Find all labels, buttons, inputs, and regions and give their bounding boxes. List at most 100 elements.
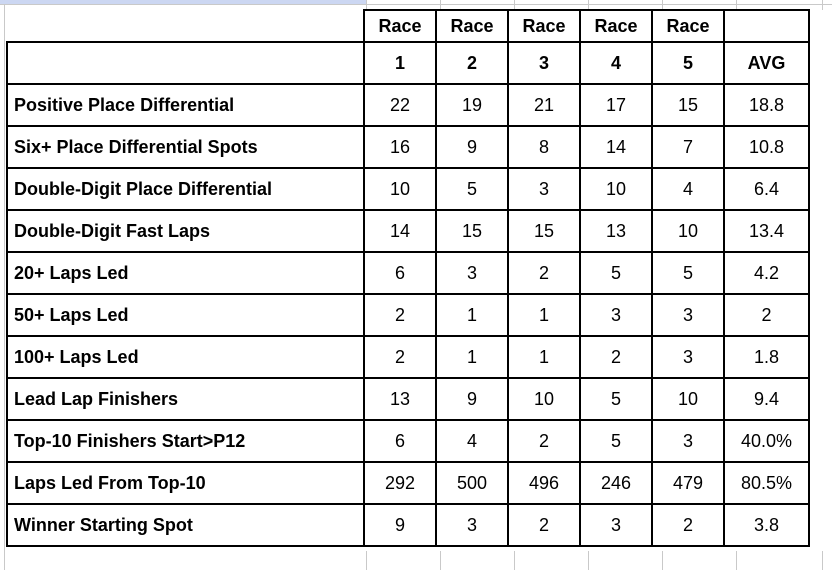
cell-race-4[interactable]: 5 [579, 419, 653, 463]
header-cell-number-4[interactable]: 4 [579, 41, 653, 85]
cell-race-2[interactable]: 9 [435, 125, 509, 169]
header-cell-race-4[interactable]: Race [579, 9, 653, 43]
cell-race-2[interactable]: 15 [435, 209, 509, 253]
cell-avg[interactable]: 13.4 [723, 209, 810, 253]
header-cell-race-5[interactable]: Race [651, 9, 725, 43]
cell-race-5[interactable]: 10 [651, 209, 725, 253]
cell-race-4[interactable]: 3 [579, 503, 653, 547]
header-cell-race-2[interactable]: Race [435, 9, 509, 43]
gridline-stub [822, 0, 823, 10]
cell-race-4[interactable]: 13 [579, 209, 653, 253]
cell-race-1[interactable]: 292 [363, 461, 437, 505]
cell-race-1[interactable]: 2 [363, 293, 437, 337]
cell-race-5[interactable]: 3 [651, 293, 725, 337]
header-cell-race-1[interactable]: Race [363, 9, 437, 43]
gridline-stub [514, 0, 515, 10]
cell-race-3[interactable]: 1 [507, 293, 581, 337]
cell-race-2[interactable]: 5 [435, 167, 509, 211]
cell-avg[interactable]: 80.5% [723, 461, 810, 505]
cell-race-5[interactable]: 10 [651, 377, 725, 421]
table-row: Positive Place Differential 22 19 21 17 … [6, 83, 810, 127]
gridline-stub [736, 0, 737, 10]
cell-avg[interactable]: 2 [723, 293, 810, 337]
cell-race-5[interactable]: 15 [651, 83, 725, 127]
cell-race-2[interactable]: 500 [435, 461, 509, 505]
cell-race-1[interactable]: 14 [363, 209, 437, 253]
row-label[interactable]: Laps Led From Top-10 [6, 461, 365, 505]
cell-avg[interactable]: 4.2 [723, 251, 810, 295]
cell-avg[interactable]: 9.4 [723, 377, 810, 421]
row-label[interactable]: Top-10 Finishers Start>P12 [6, 419, 365, 463]
cell-empty-above-avg[interactable] [723, 9, 810, 43]
cell-race-3[interactable]: 3 [507, 167, 581, 211]
cell-avg[interactable]: 18.8 [723, 83, 810, 127]
header-cell-number-3[interactable]: 3 [507, 41, 581, 85]
cell-race-4[interactable]: 17 [579, 83, 653, 127]
row-label[interactable]: 100+ Laps Led [6, 335, 365, 379]
cell-race-2[interactable]: 1 [435, 335, 509, 379]
row-label[interactable]: Double-Digit Fast Laps [6, 209, 365, 253]
cell-race-2[interactable]: 19 [435, 83, 509, 127]
header-cell-avg[interactable]: AVG [723, 41, 810, 85]
row-label[interactable]: 20+ Laps Led [6, 251, 365, 295]
header-cell-number-2[interactable]: 2 [435, 41, 509, 85]
cell-race-1[interactable]: 6 [363, 419, 437, 463]
header-cell-number-1[interactable]: 1 [363, 41, 437, 85]
cell-race-5[interactable]: 4 [651, 167, 725, 211]
cell-race-1[interactable]: 6 [363, 251, 437, 295]
cell-race-3[interactable]: 1 [507, 335, 581, 379]
cell-race-5[interactable]: 7 [651, 125, 725, 169]
cell-race-3[interactable]: 2 [507, 503, 581, 547]
cell-race-4[interactable]: 2 [579, 335, 653, 379]
row-label[interactable]: Lead Lap Finishers [6, 377, 365, 421]
header-cell-number-5[interactable]: 5 [651, 41, 725, 85]
cell-race-5[interactable]: 5 [651, 251, 725, 295]
row-label[interactable]: Positive Place Differential [6, 83, 365, 127]
cell-race-5[interactable]: 2 [651, 503, 725, 547]
cell-race-1[interactable]: 9 [363, 503, 437, 547]
cell-race-5[interactable]: 3 [651, 335, 725, 379]
row-label[interactable]: Winner Starting Spot [6, 503, 365, 547]
row-label[interactable]: Six+ Place Differential Spots [6, 125, 365, 169]
cell-race-5[interactable]: 3 [651, 419, 725, 463]
gridline-stub [514, 551, 515, 570]
cell-race-1[interactable]: 2 [363, 335, 437, 379]
row-label[interactable]: 50+ Laps Led [6, 293, 365, 337]
race-stats-table: Race Race Race Race Race 1 2 3 4 5 AVG P… [6, 9, 810, 547]
cell-race-5[interactable]: 479 [651, 461, 725, 505]
table-row: Six+ Place Differential Spots 16 9 8 14 … [6, 125, 810, 169]
cell-avg[interactable]: 1.8 [723, 335, 810, 379]
cell-race-3[interactable]: 21 [507, 83, 581, 127]
cell-race-1[interactable]: 10 [363, 167, 437, 211]
row-above-highlight [0, 0, 366, 4]
cell-race-4[interactable]: 3 [579, 293, 653, 337]
cell-race-3[interactable]: 2 [507, 419, 581, 463]
cell-race-3[interactable]: 15 [507, 209, 581, 253]
cell-race-3[interactable]: 496 [507, 461, 581, 505]
cell-race-1[interactable]: 22 [363, 83, 437, 127]
cell-race-4[interactable]: 5 [579, 377, 653, 421]
cell-race-1[interactable]: 13 [363, 377, 437, 421]
cell-race-4[interactable]: 5 [579, 251, 653, 295]
cell-race-1[interactable]: 16 [363, 125, 437, 169]
cell-race-2[interactable]: 1 [435, 293, 509, 337]
header-cell-race-3[interactable]: Race [507, 9, 581, 43]
cell-race-4[interactable]: 14 [579, 125, 653, 169]
cell-race-2[interactable]: 9 [435, 377, 509, 421]
cell-avg[interactable]: 6.4 [723, 167, 810, 211]
cell-avg[interactable]: 40.0% [723, 419, 810, 463]
cell-avg[interactable]: 10.8 [723, 125, 810, 169]
header-row-numbers: 1 2 3 4 5 AVG [6, 41, 810, 85]
row-label[interactable]: Double-Digit Place Differential [6, 167, 365, 211]
cell-race-2[interactable]: 3 [435, 503, 509, 547]
table-row: Double-Digit Fast Laps 14 15 15 13 10 13… [6, 209, 810, 253]
cell-race-3[interactable]: 8 [507, 125, 581, 169]
cell-avg[interactable]: 3.8 [723, 503, 810, 547]
cell-race-3[interactable]: 2 [507, 251, 581, 295]
cell-empty-label-header[interactable] [6, 41, 365, 85]
cell-race-4[interactable]: 246 [579, 461, 653, 505]
cell-race-4[interactable]: 10 [579, 167, 653, 211]
cell-race-3[interactable]: 10 [507, 377, 581, 421]
cell-race-2[interactable]: 3 [435, 251, 509, 295]
cell-race-2[interactable]: 4 [435, 419, 509, 463]
